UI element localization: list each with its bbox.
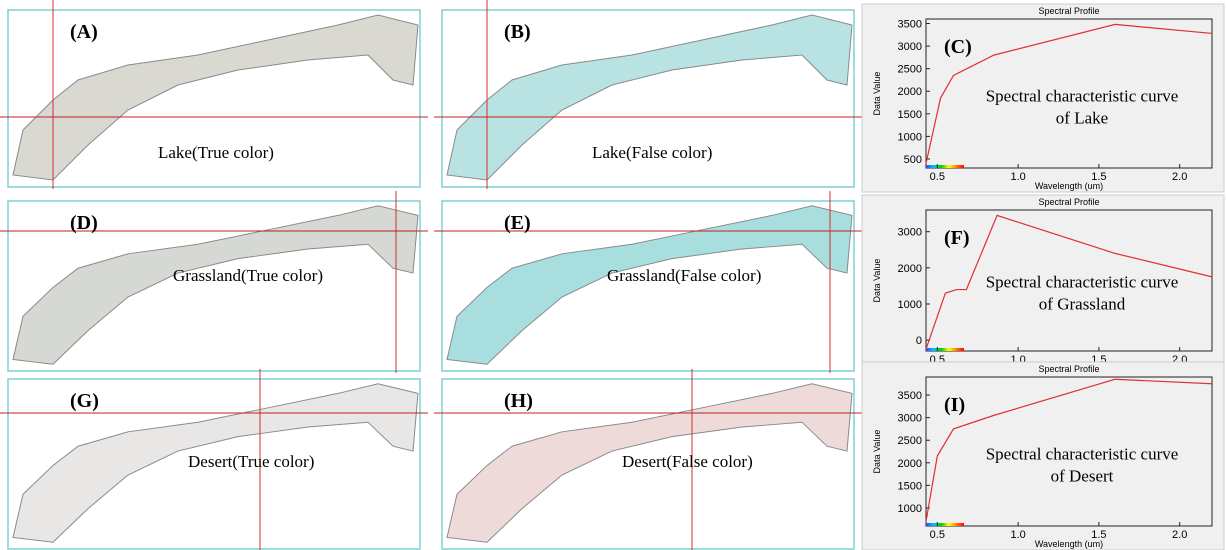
y-tick-label: 1000 [898,131,922,143]
panel-caption: Desert(False color) [622,452,753,471]
x-axis-label: Wavelength (um) [1035,181,1103,191]
spectral-chart: Spectral Profile 500 1000 1500 2000 2500 3000 3… [862,4,1224,192]
chart-annotation: Spectral characteristic curve [986,86,1179,105]
chart-annotation: of Desert [1051,466,1114,485]
panel-caption: Desert(True color) [188,452,314,471]
chart-annotation: of Lake [1056,108,1108,127]
image-panel: (D) Grassland(True color) [0,191,428,373]
panel-letter: (A) [70,21,98,43]
panel-caption: Grassland(False color) [607,266,761,285]
panel-caption: Lake(True color) [158,143,274,162]
chart-letter: (F) [944,227,970,249]
figure: (A)Lake(True color)(B)Lake(False color)(… [0,0,1226,550]
spectral-chart: Spectral Profile 1000 1500 2000 2500 3000 3500… [862,362,1224,550]
x-tick-label: 1.0 [1010,171,1025,183]
chart-annotation: Spectral characteristic curve [986,444,1179,463]
y-tick-label: 3000 [898,41,922,53]
wavelength-colorbar [926,165,964,168]
image-panel: (B) Lake(False color) [434,0,862,189]
x-tick-label: 1.0 [1010,529,1025,541]
image-panel: (H) Desert(False color) [434,369,862,550]
y-tick-label: 1000 [898,299,922,311]
x-axis-label: Wavelength (um) [1035,539,1103,549]
panel-letter: (E) [504,212,531,234]
chart-title: Spectral Profile [1038,364,1099,374]
y-tick-label: 1000 [898,503,922,515]
chart-title: Spectral Profile [1038,6,1099,16]
y-tick-label: 2500 [898,435,922,447]
y-tick-label: 3500 [898,390,922,402]
y-tick-label: 2500 [898,64,922,76]
wavelength-colorbar [926,348,964,351]
panel-letter: (G) [70,390,99,412]
x-tick-label: 0.5 [930,171,945,183]
y-tick-label: 2000 [898,458,922,470]
y-tick-label: 1500 [898,109,922,121]
chart-annotation: Spectral characteristic curve [986,272,1179,291]
x-tick-label: 2.0 [1172,171,1187,183]
panel-caption: Grassland(True color) [173,266,323,285]
wavelength-colorbar [926,523,964,526]
y-axis-label: Data Value [872,259,882,303]
panel-letter: (B) [504,21,531,43]
panel-caption: Lake(False color) [592,143,712,162]
image-panel: (E) Grassland(False color) [434,191,862,373]
chart-letter: (C) [944,36,972,58]
panel-letter: (D) [70,212,98,234]
chart-letter: (I) [944,394,965,416]
y-axis-label: Data Value [872,430,882,474]
y-tick-label: 0 [916,335,922,347]
y-tick-label: 2000 [898,86,922,98]
x-tick-label: 0.5 [930,529,945,541]
y-tick-label: 1500 [898,480,922,492]
y-axis-label: Data Value [872,72,882,116]
image-panel: (G) Desert(True color) [0,369,428,550]
chart-title: Spectral Profile [1038,197,1099,207]
image-panel: (A) Lake(True color) [0,0,428,189]
y-tick-label: 3000 [898,413,922,425]
y-tick-label: 500 [904,154,922,166]
chart-annotation: of Grassland [1039,294,1126,313]
y-tick-label: 3000 [898,227,922,239]
y-tick-label: 2000 [898,263,922,275]
x-tick-label: 2.0 [1172,529,1187,541]
y-tick-label: 3500 [898,19,922,31]
panel-letter: (H) [504,390,533,412]
